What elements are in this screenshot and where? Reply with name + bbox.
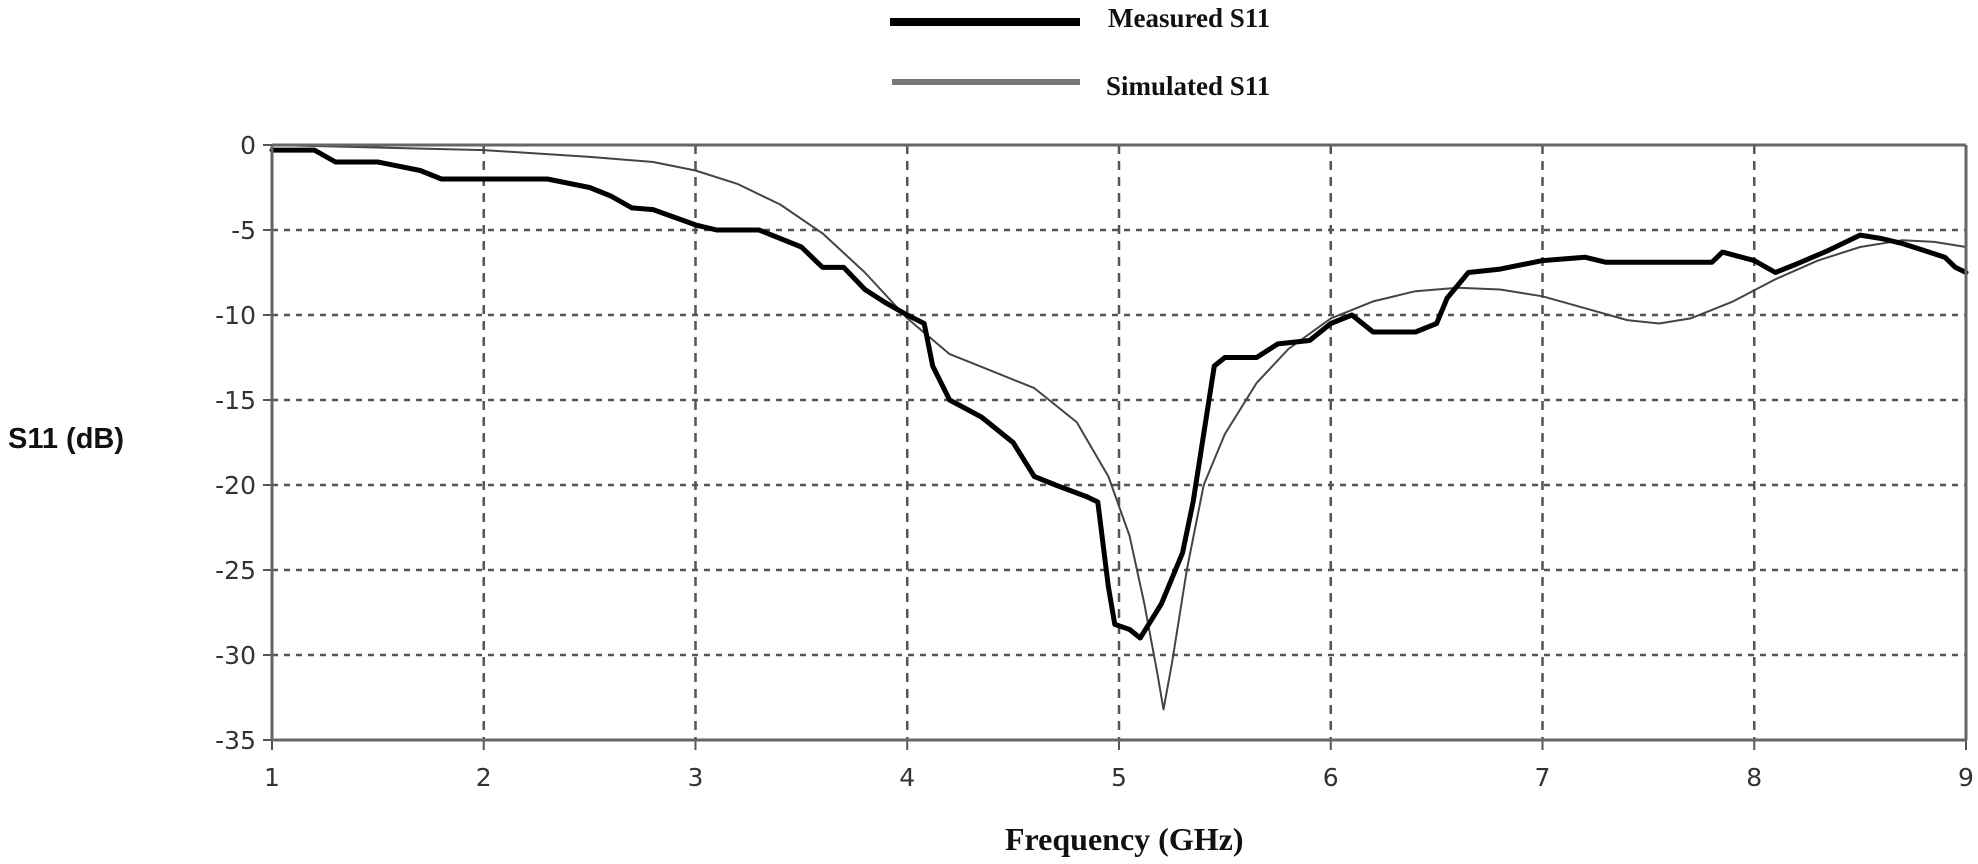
x-axis-label: Frequency (GHz): [1005, 821, 1243, 857]
y-tick-label: -20: [215, 471, 256, 500]
measured-s11-line: [269, 147, 1969, 641]
simulated-s11-line: [271, 144, 1967, 711]
x-tick-label: 1: [264, 763, 280, 792]
grid-lines: [272, 145, 1966, 740]
y-tick-label: -5: [231, 216, 256, 245]
y-tick-label: -25: [215, 556, 256, 585]
data-series: [269, 144, 1969, 711]
x-tick-label: 6: [1323, 763, 1339, 792]
legend: Measured S11 Simulated S11: [890, 3, 1270, 101]
y-axis-label: S11 (dB): [8, 423, 124, 455]
x-tick-label: 3: [688, 763, 704, 792]
y-tick-label: -10: [215, 301, 256, 330]
legend-measured-label: Measured S11: [1108, 3, 1270, 33]
x-tick-label: 5: [1111, 763, 1127, 792]
x-tick-label: 9: [1958, 763, 1974, 792]
y-tick-label: -35: [215, 726, 256, 755]
y-tick-label: 0: [240, 131, 256, 160]
legend-simulated-label: Simulated S11: [1106, 71, 1270, 101]
y-tick-label: -15: [215, 386, 256, 415]
x-tick-label: 4: [899, 763, 915, 792]
x-tick-label: 7: [1535, 763, 1551, 792]
axis-ticks: 0 -5 -10 -15 -20 -25 -30 -35 1 2 3 4 5 6 7 8 9: [215, 131, 1974, 792]
x-tick-label: 2: [476, 763, 492, 792]
plot-frame: [270, 143, 1968, 742]
y-tick-label: -30: [215, 641, 256, 670]
x-tick-label: 8: [1746, 763, 1762, 792]
